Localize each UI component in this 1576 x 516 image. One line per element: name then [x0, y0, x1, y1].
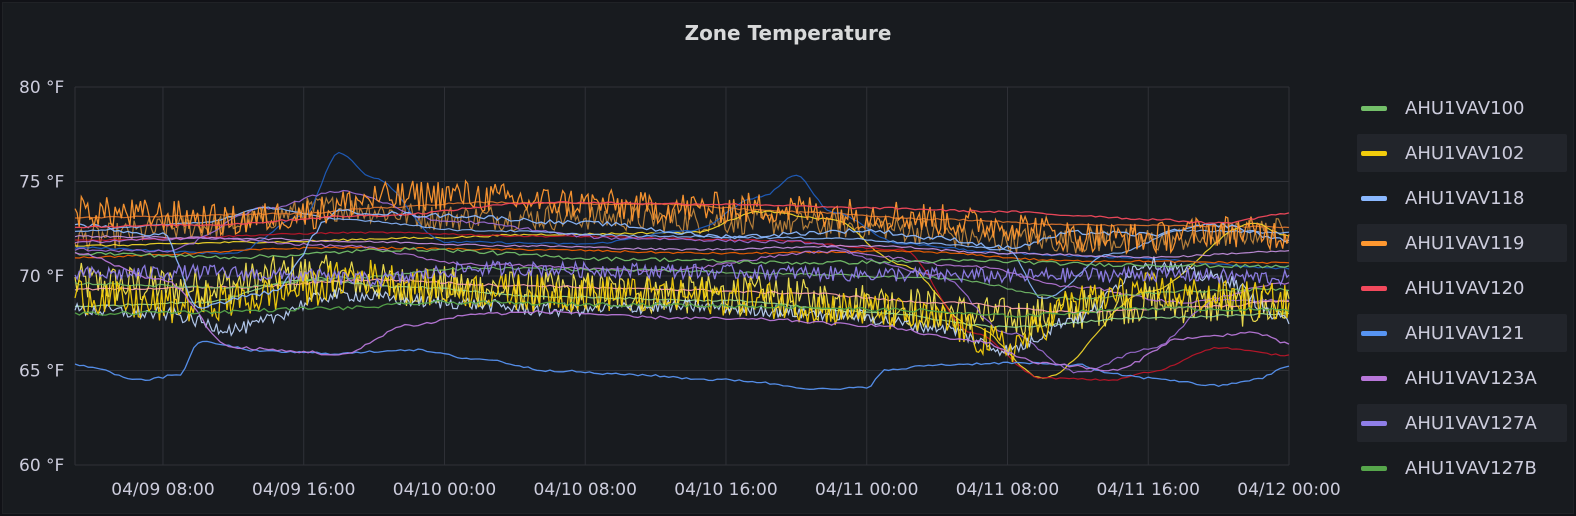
legend-swatch — [1361, 465, 1387, 471]
legend-item-ahu1vav127a[interactable]: AHU1VAV127A — [1357, 404, 1567, 442]
x-tick-label: 04/09 08:00 — [111, 480, 214, 500]
series-line-ahu1vav100 — [74, 247, 1290, 269]
legend-label: AHU1VAV123A — [1405, 367, 1537, 389]
legend-label: AHU1VAV120 — [1405, 277, 1525, 299]
x-tick-label: 04/11 08:00 — [956, 480, 1059, 500]
x-tick-label: 04/10 16:00 — [674, 480, 777, 500]
series-line-ahu1vav127b — [74, 299, 1290, 319]
legend-label: AHU1VAV119 — [1405, 232, 1525, 254]
series-line-ahu1vav119 — [74, 179, 1290, 255]
x-tick-label: 04/10 08:00 — [534, 480, 637, 500]
x-tick-label: 04/11 16:00 — [1097, 480, 1200, 500]
legend-item-ahu1vav119[interactable]: AHU1VAV119 — [1357, 224, 1567, 262]
legend-swatch — [1361, 375, 1387, 381]
series-line — [74, 234, 1290, 259]
legend-item-ahu1vav123a[interactable]: AHU1VAV123A — [1357, 359, 1567, 397]
legend-swatch — [1361, 195, 1387, 201]
series-line-ahu1vav102 — [74, 259, 1290, 363]
legend-swatch — [1361, 150, 1387, 156]
series-line — [74, 254, 1290, 338]
legend-swatch — [1361, 330, 1387, 336]
series-line-ahu1vav127a — [74, 259, 1290, 289]
legend-label: AHU1VAV127A — [1405, 412, 1537, 434]
x-tick-label: 04/12 00:00 — [1237, 480, 1340, 500]
series-line — [74, 189, 1290, 374]
legend-item-ahu1vav118[interactable]: AHU1VAV118 — [1357, 179, 1567, 217]
x-tick-label: 04/09 16:00 — [252, 480, 355, 500]
legend-item-ahu1vav127b[interactable]: AHU1VAV127B — [1357, 449, 1567, 487]
series-line-ahu1vav123a — [74, 252, 1290, 372]
series-group — [74, 151, 1290, 391]
panel-title: Zone Temperature — [684, 21, 892, 45]
y-tick-label: 70 °F — [19, 267, 64, 287]
legend-label: AHU1VAV102 — [1405, 142, 1525, 164]
x-tick-label: 04/11 00:00 — [815, 480, 918, 500]
series-line-ahu1vav120 — [74, 200, 1290, 229]
legend-swatch — [1361, 420, 1387, 426]
y-tick-label: 65 °F — [19, 362, 64, 382]
legend-swatch — [1361, 285, 1387, 291]
y-tick-label: 75 °F — [19, 173, 64, 193]
y-tick-label: 80 °F — [19, 78, 64, 98]
legend-label: AHU1VAV127B — [1405, 457, 1537, 479]
legend-label: AHU1VAV100 — [1405, 97, 1525, 119]
series-line — [74, 206, 1290, 299]
legend-label: AHU1VAV118 — [1405, 187, 1525, 209]
legend-swatch — [1361, 105, 1387, 111]
legend-label: AHU1VAV121 — [1405, 322, 1525, 344]
y-tick-label: 60 °F — [19, 456, 64, 476]
legend: AHU1VAV100 AHU1VAV102 AHU1VAV118 AHU1VAV119… — [1357, 89, 1567, 513]
series-line — [74, 246, 1290, 265]
legend-item-ahu1vav121[interactable]: AHU1VAV121 — [1357, 314, 1567, 352]
legend-swatch — [1361, 240, 1387, 246]
zone-temperature-chart: 60 °F 65 °F 70 °F 75 °F 80 °F 04/09 08:00 04/0… — [19, 78, 1341, 500]
x-tick-label: 04/10 00:00 — [393, 480, 496, 500]
legend-item-ahu1vav120[interactable]: AHU1VAV120 — [1357, 269, 1567, 307]
legend-item-ahu1vav100[interactable]: AHU1VAV100 — [1357, 89, 1567, 127]
series-line — [74, 151, 1290, 270]
legend-item-ahu1vav102[interactable]: AHU1VAV102 — [1357, 134, 1567, 172]
